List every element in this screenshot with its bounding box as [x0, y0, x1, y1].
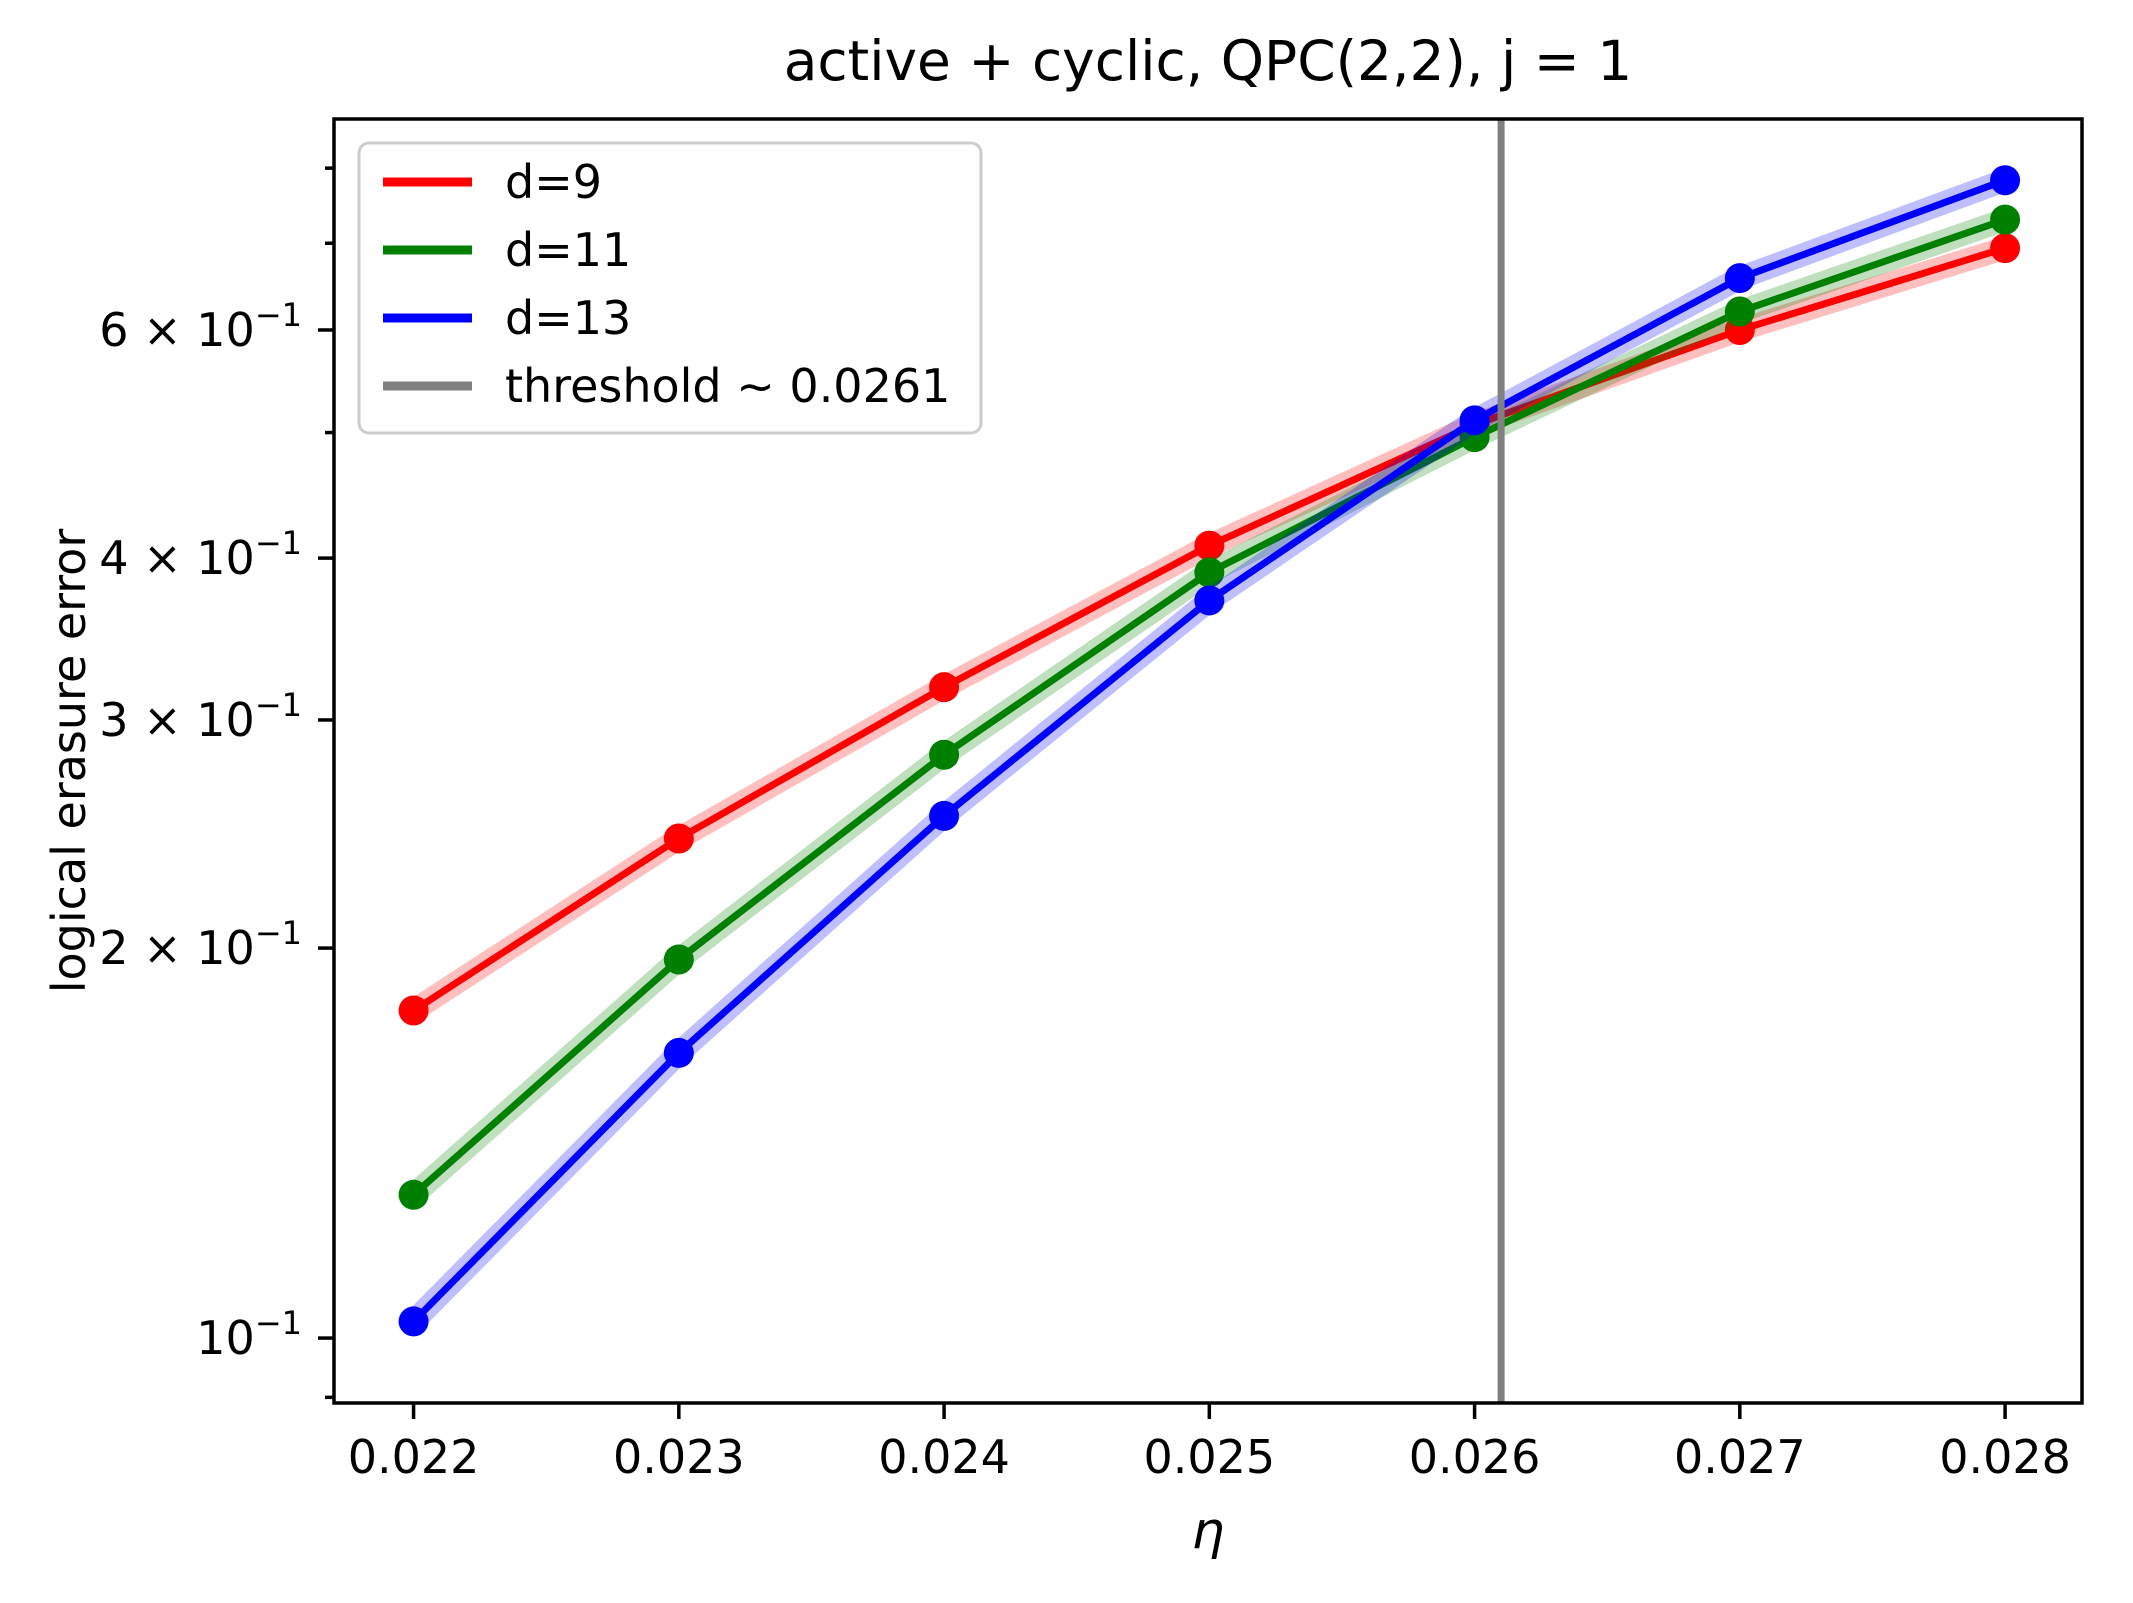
series-0-marker — [1194, 530, 1225, 561]
series-2-marker — [1724, 263, 1755, 294]
legend-label: d=13 — [505, 291, 631, 345]
y-tick-label: 6 × 10−1 — [99, 296, 302, 357]
x-tick-label: 0.024 — [878, 1430, 1010, 1484]
series-2-marker — [1990, 165, 2021, 196]
x-tick-label: 0.022 — [348, 1430, 480, 1484]
x-tick-label: 0.025 — [1143, 1430, 1275, 1484]
series-1-marker — [1724, 296, 1755, 327]
legend-label: threshold ~ 0.0261 — [505, 359, 950, 413]
series-0-marker — [398, 995, 429, 1026]
series-1-marker — [1194, 557, 1225, 588]
series-0-marker — [1990, 233, 2021, 264]
series-2-marker — [1194, 585, 1225, 616]
x-tick-label: 0.028 — [1939, 1430, 2071, 1484]
x-tick-label: 0.026 — [1409, 1430, 1541, 1484]
series-2-marker — [929, 800, 960, 831]
x-axis-label: η — [1192, 1501, 1225, 1561]
series-1-marker — [398, 1179, 429, 1210]
legend-box — [357, 141, 983, 435]
series-2-marker — [663, 1037, 694, 1068]
series-0-marker — [663, 823, 694, 854]
x-tick-label: 0.027 — [1674, 1430, 1806, 1484]
y-axis-label: logical erasure error — [42, 529, 96, 994]
chart-title: active + cyclic, QPC(2,2), j = 1 — [784, 29, 1633, 93]
series-1-marker — [1990, 204, 2021, 235]
series-2-marker — [398, 1306, 429, 1337]
y-tick-label: 10−1 — [196, 1304, 302, 1365]
legend-label: d=9 — [505, 155, 602, 209]
legend-label: d=11 — [505, 223, 631, 277]
series-0-marker — [929, 672, 960, 703]
x-tick-label: 0.023 — [613, 1430, 745, 1484]
series-2-marker — [1459, 405, 1490, 436]
y-tick-label: 4 × 10−1 — [99, 524, 302, 585]
y-tick-label: 2 × 10−1 — [99, 914, 302, 975]
series-1-marker — [929, 739, 960, 770]
y-tick-label: 3 × 10−1 — [99, 686, 302, 747]
series-1-marker — [663, 944, 694, 975]
